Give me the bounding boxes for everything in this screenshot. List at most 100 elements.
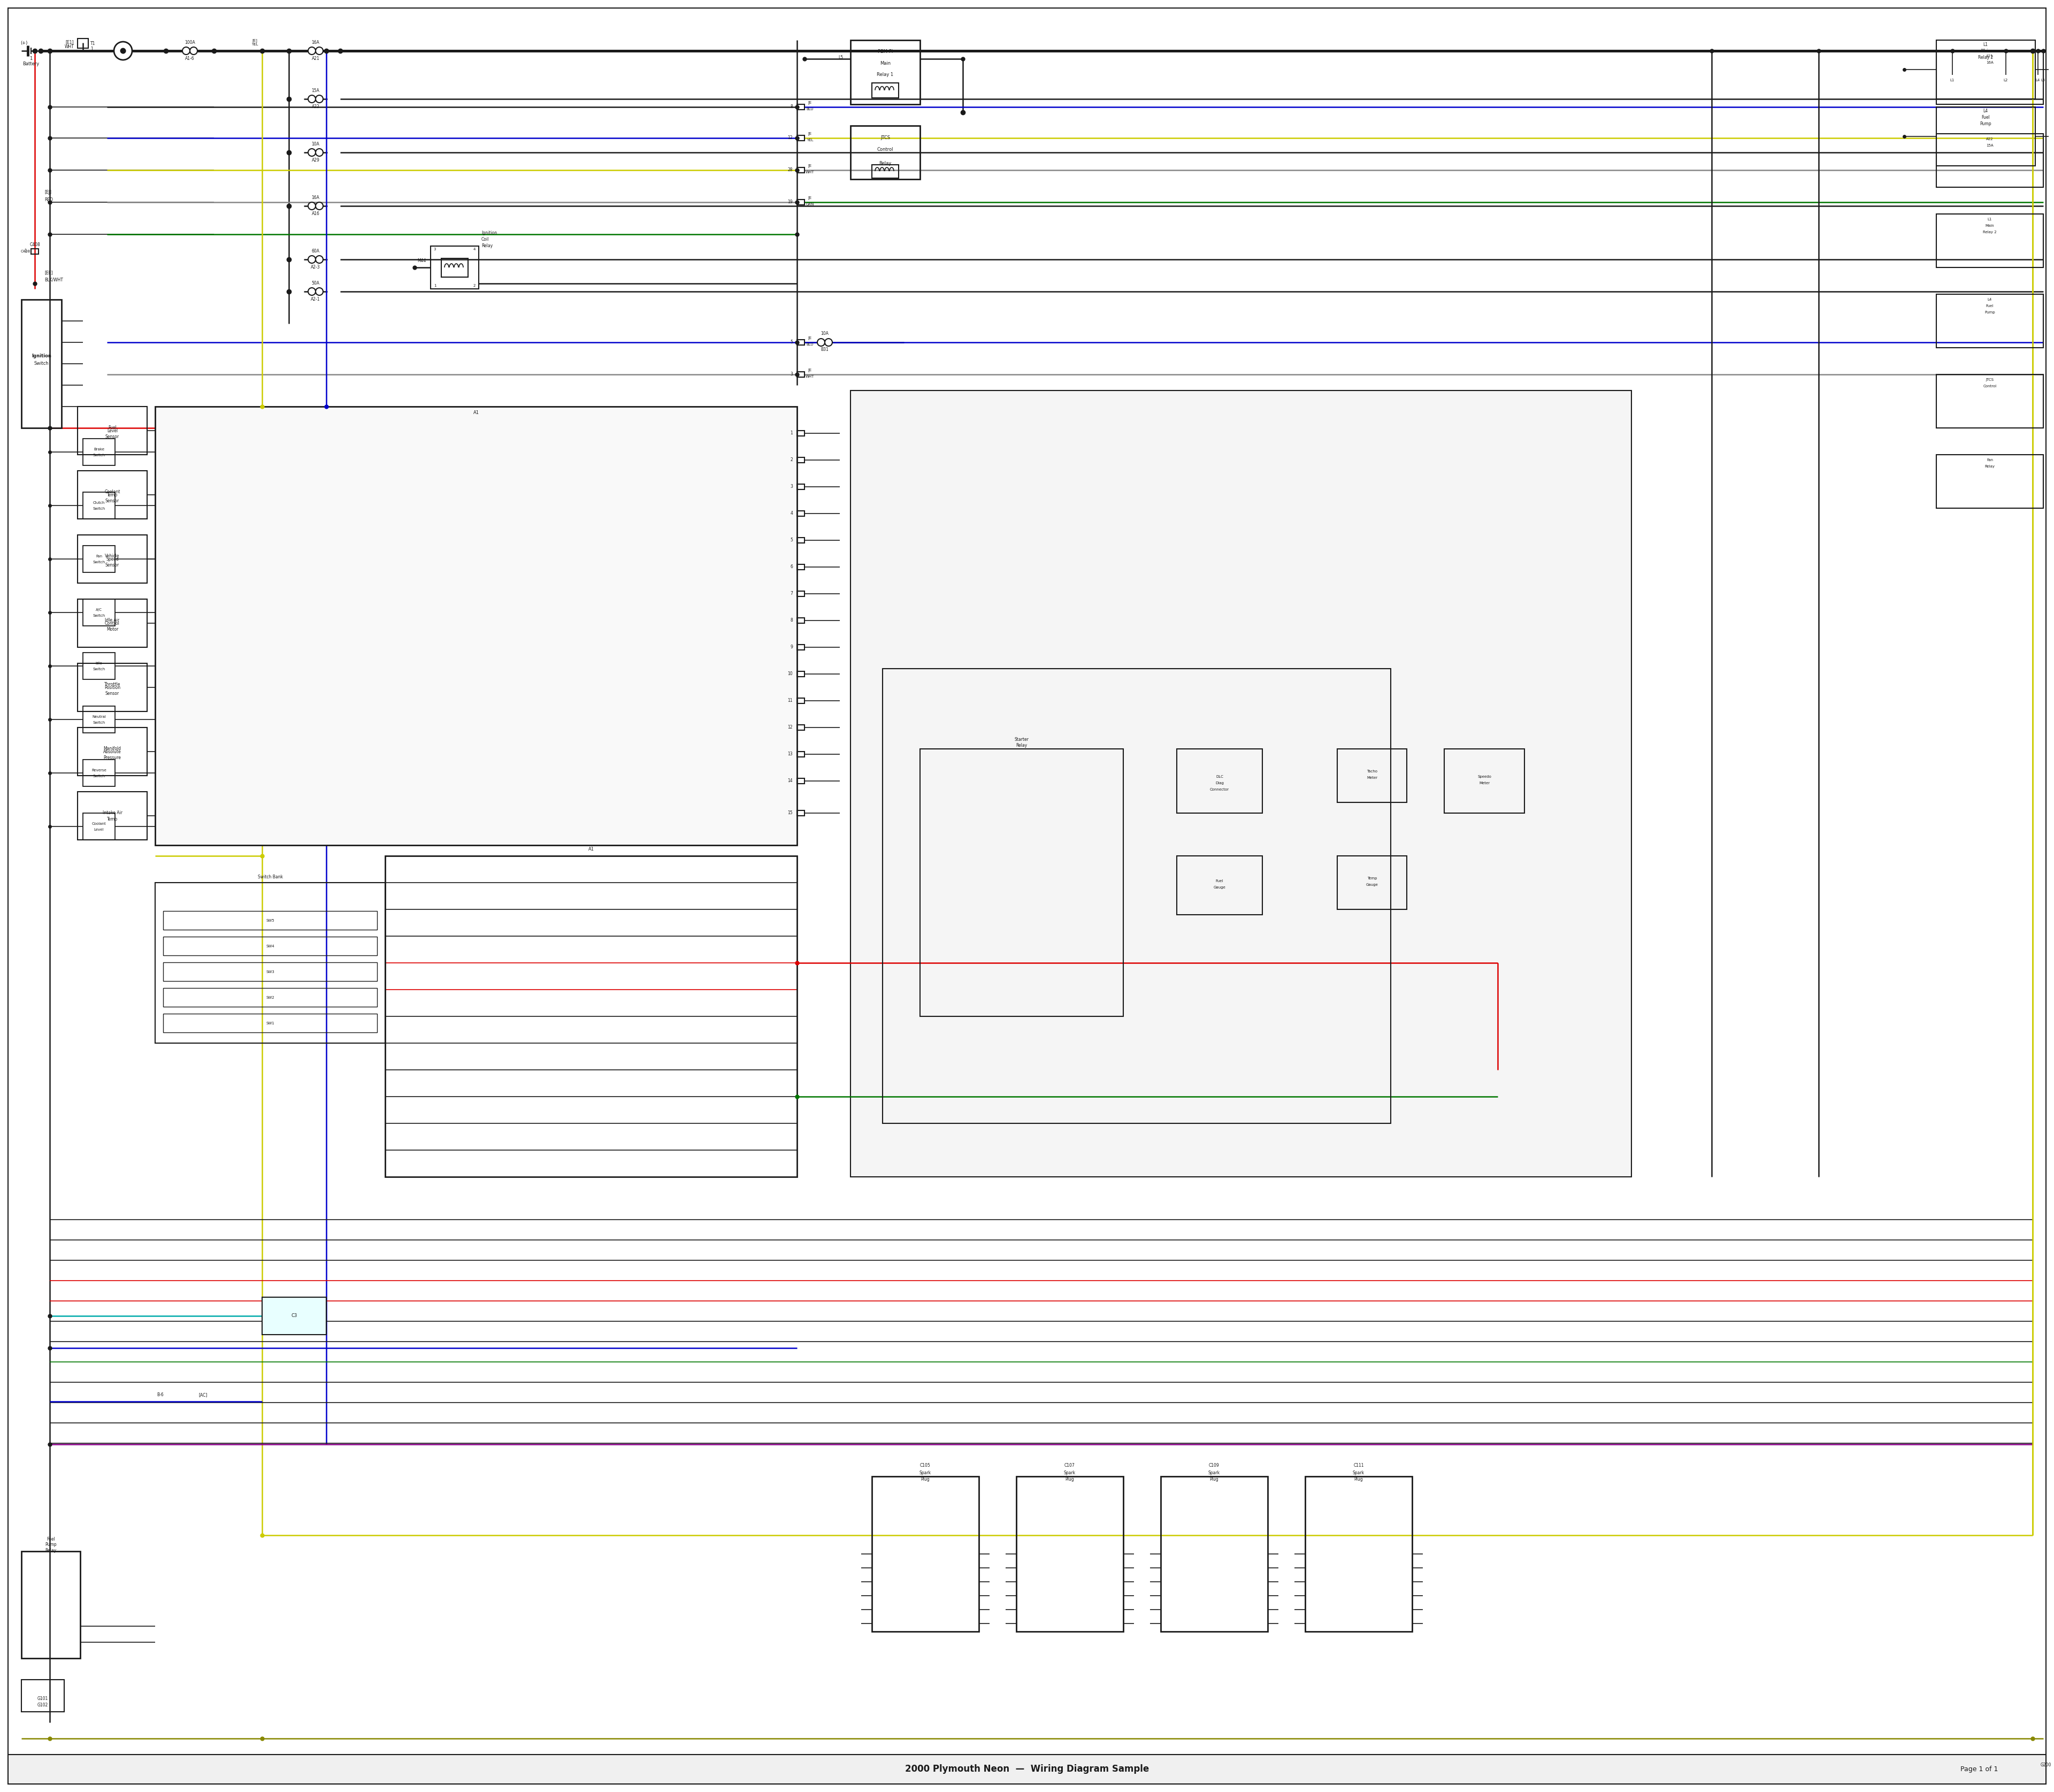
Text: A22: A22	[1986, 138, 1994, 142]
Bar	[797, 672, 805, 677]
Circle shape	[308, 95, 316, 102]
Text: L1: L1	[1988, 217, 1992, 220]
Text: Idle: Idle	[97, 661, 103, 665]
Text: 28: 28	[787, 168, 793, 172]
Bar	[8, 1754, 2046, 1785]
Text: T1: T1	[90, 41, 94, 47]
Text: Fan: Fan	[97, 556, 103, 557]
Bar	[442, 258, 468, 276]
Text: 10: 10	[787, 672, 793, 676]
Text: 2: 2	[472, 285, 477, 287]
Text: [E: [E	[807, 165, 811, 168]
Bar	[1161, 1477, 1267, 1631]
Text: A21: A21	[312, 56, 320, 61]
Text: A2-3: A2-3	[310, 265, 320, 269]
Bar	[871, 82, 900, 99]
Text: BLK/WHT: BLK/WHT	[45, 278, 64, 281]
Bar	[263, 1297, 327, 1335]
Text: 9: 9	[791, 645, 793, 650]
Text: Level
Sensor: Level Sensor	[105, 428, 119, 439]
Text: 6: 6	[791, 564, 793, 570]
Circle shape	[316, 289, 322, 296]
Bar	[82, 652, 115, 679]
Text: Gauge: Gauge	[1214, 885, 1226, 889]
Text: 16A: 16A	[312, 195, 320, 199]
Text: DLC: DLC	[1216, 776, 1224, 778]
Text: Spark: Spark	[1354, 1469, 1364, 1475]
Text: C109: C109	[1210, 1464, 1220, 1468]
Text: JTCS: JTCS	[881, 134, 889, 140]
Text: Brake: Brake	[94, 448, 105, 452]
Text: [E: [E	[807, 195, 811, 199]
Text: Control
Motor: Control Motor	[105, 622, 119, 631]
Text: Switch Bank: Switch Bank	[257, 874, 283, 880]
Bar	[797, 484, 805, 489]
Circle shape	[316, 202, 322, 210]
Bar	[82, 814, 115, 840]
Text: 8: 8	[791, 104, 793, 109]
Text: 8: 8	[791, 618, 793, 624]
Circle shape	[826, 339, 832, 346]
Text: 16A: 16A	[1986, 61, 1994, 65]
Text: A1: A1	[472, 410, 479, 416]
Bar	[21, 1552, 80, 1658]
Bar	[883, 668, 1391, 1124]
Text: Switch: Switch	[92, 561, 105, 564]
Text: L1: L1	[1982, 41, 1988, 47]
Text: 3: 3	[791, 484, 793, 489]
Bar	[78, 599, 148, 647]
Text: C111: C111	[1354, 1464, 1364, 1468]
Text: 3: 3	[791, 373, 793, 376]
Text: [EE]: [EE]	[45, 271, 53, 276]
Text: A1: A1	[587, 848, 594, 851]
Text: 1: 1	[791, 430, 793, 435]
Bar	[1937, 375, 2044, 428]
Text: Ignition: Ignition	[31, 353, 51, 358]
Text: L1: L1	[1949, 79, 1955, 82]
Text: Temp: Temp	[1368, 876, 1376, 880]
Bar	[797, 430, 805, 435]
Text: 1: 1	[433, 285, 435, 287]
Bar	[797, 699, 805, 704]
Text: Relay 2: Relay 2	[1978, 56, 1992, 59]
Text: 1: 1	[90, 47, 92, 52]
Text: Meter: Meter	[1366, 776, 1378, 780]
Bar	[871, 1477, 980, 1631]
Text: 12: 12	[787, 726, 793, 729]
Text: Page 1 of 1: Page 1 of 1	[1960, 1765, 1999, 1772]
Bar	[797, 167, 805, 172]
Text: C107: C107	[1064, 1464, 1074, 1468]
Bar	[797, 618, 805, 624]
Text: A2-1: A2-1	[310, 297, 320, 301]
Text: 5: 5	[791, 538, 793, 543]
Text: Neutral: Neutral	[92, 715, 107, 719]
Bar	[1937, 455, 2044, 509]
Text: PGM-FI: PGM-FI	[877, 48, 893, 54]
Circle shape	[308, 149, 316, 156]
Text: Plug: Plug	[1066, 1477, 1074, 1482]
Text: L5: L5	[838, 56, 842, 59]
Bar	[920, 749, 1124, 1016]
Bar	[82, 545, 115, 572]
Text: 4: 4	[472, 247, 477, 251]
Bar	[1177, 857, 1263, 914]
Text: L5: L5	[2042, 79, 2046, 82]
Text: Fuel: Fuel	[109, 425, 117, 430]
Bar	[797, 564, 805, 570]
Text: L4: L4	[2036, 79, 2040, 82]
Bar	[1337, 749, 1407, 803]
Bar	[82, 760, 115, 787]
Text: BLU: BLU	[807, 342, 813, 346]
Bar	[797, 538, 805, 543]
Text: 15: 15	[787, 810, 793, 815]
Text: A21: A21	[1986, 54, 1994, 57]
Text: A22: A22	[312, 104, 320, 109]
Text: Coil: Coil	[481, 237, 489, 242]
Bar	[82, 493, 115, 520]
Text: Speedo: Speedo	[1477, 776, 1491, 778]
Text: 10A: 10A	[822, 332, 828, 337]
Text: Absolute
Pressure: Absolute Pressure	[103, 749, 121, 760]
Text: M44: M44	[417, 258, 427, 263]
Text: Plug: Plug	[1210, 1477, 1218, 1482]
Text: 13: 13	[787, 753, 793, 756]
